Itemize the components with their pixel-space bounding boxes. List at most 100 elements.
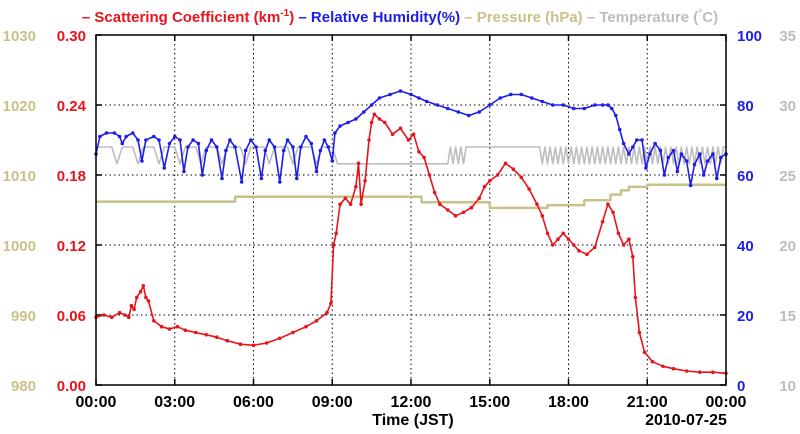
data-point (146, 299, 151, 303)
data-point (648, 152, 652, 156)
plot-frame (95, 34, 727, 386)
x-tick-label: 21:00 (627, 394, 668, 411)
data-point (631, 254, 635, 259)
data-point (540, 214, 545, 218)
data-point (409, 92, 413, 97)
humidity-axis: 0 20 40 60 80 100 (737, 28, 762, 395)
data-point (167, 327, 172, 331)
data-point (627, 237, 631, 241)
data-point (259, 176, 264, 181)
data-point (477, 110, 482, 114)
data-point (432, 190, 437, 195)
data-point (715, 176, 719, 181)
data-point (356, 161, 361, 166)
data-point (272, 145, 277, 149)
data-point (215, 145, 219, 149)
data-point (140, 159, 144, 163)
data-point (157, 138, 161, 142)
data-point (640, 138, 644, 142)
data-point (354, 184, 358, 189)
scattering-tick-label: 0.00 (57, 378, 86, 395)
data-point (117, 310, 122, 315)
data-point (658, 148, 663, 153)
data-point (422, 155, 426, 160)
data-point (388, 92, 392, 97)
data-point (278, 336, 282, 341)
data-point (249, 138, 253, 142)
data-point (304, 324, 308, 329)
data-point (314, 319, 319, 323)
data-point (369, 103, 374, 107)
chart-title: – Scattering Coefficient (km-1) – Relati… (82, 8, 718, 26)
data-point (469, 205, 474, 210)
data-point (545, 231, 550, 236)
data-point (263, 148, 268, 153)
data-point (692, 162, 697, 167)
data-point (144, 295, 148, 300)
data-point (509, 92, 513, 97)
data-point (152, 319, 156, 323)
data-point (675, 169, 680, 174)
scattering-tick-label: 0.06 (57, 308, 86, 325)
data-point (477, 196, 482, 201)
date-label: 2010-07-25 (645, 412, 727, 429)
data-point (621, 141, 626, 146)
data-point (173, 134, 177, 139)
data-point (338, 202, 342, 206)
legend-superscript: -1 (280, 8, 289, 19)
data-point (318, 148, 323, 153)
x-axis: 00:00 03:00 06:00 09:00 12:00 15:00 18:00 21:00… (76, 394, 747, 411)
data-point (251, 343, 256, 348)
data-point (398, 126, 403, 131)
data-point (326, 145, 331, 149)
data-point (281, 148, 286, 153)
series-pressure (96, 183, 726, 210)
data-point (438, 202, 442, 206)
data-point (333, 131, 337, 135)
data-point (295, 176, 299, 181)
data-point (183, 328, 188, 333)
data-point (112, 131, 117, 135)
data-point (572, 243, 576, 247)
data-point (127, 315, 131, 320)
data-point (406, 138, 411, 142)
pressure-tick-label: 990 (11, 308, 36, 325)
x-axis-label: Time (JST) (372, 412, 454, 429)
data-point (175, 324, 180, 329)
data-point (635, 138, 639, 142)
series-scattering (94, 112, 728, 376)
data-point (322, 138, 327, 142)
data-point (417, 96, 421, 100)
data-point (637, 330, 642, 335)
data-point (698, 152, 702, 156)
data-point (228, 138, 232, 142)
scattering-tick-label: 0.18 (57, 168, 86, 185)
x-tick-label: 00:00 (706, 394, 747, 411)
data-point (617, 127, 622, 132)
data-point (633, 295, 638, 300)
temperature-tick-label: 35 (779, 28, 796, 45)
data-point (566, 237, 571, 241)
x-tick-label: 12:00 (391, 394, 432, 411)
data-point (377, 117, 382, 121)
temperature-tick-label: 15 (779, 308, 796, 325)
data-point (191, 138, 195, 142)
data-point (325, 310, 329, 315)
data-point (159, 324, 164, 329)
legend-entry: Pressure (hPa) (477, 9, 587, 26)
legend-superscript: ° (698, 8, 702, 19)
data-point (446, 208, 450, 212)
data-point (329, 301, 333, 306)
data-point (488, 179, 492, 183)
data-point (698, 370, 702, 375)
legend-entry: Scattering Coefficient (km (94, 9, 280, 26)
data-point (167, 141, 172, 146)
data-point (367, 138, 371, 142)
data-point (162, 166, 167, 170)
data-point (535, 202, 539, 206)
data-point (527, 187, 531, 191)
data-point (104, 131, 109, 135)
data-point (186, 145, 190, 149)
pressure-tick-label: 980 (11, 378, 36, 395)
data-point (354, 117, 358, 121)
